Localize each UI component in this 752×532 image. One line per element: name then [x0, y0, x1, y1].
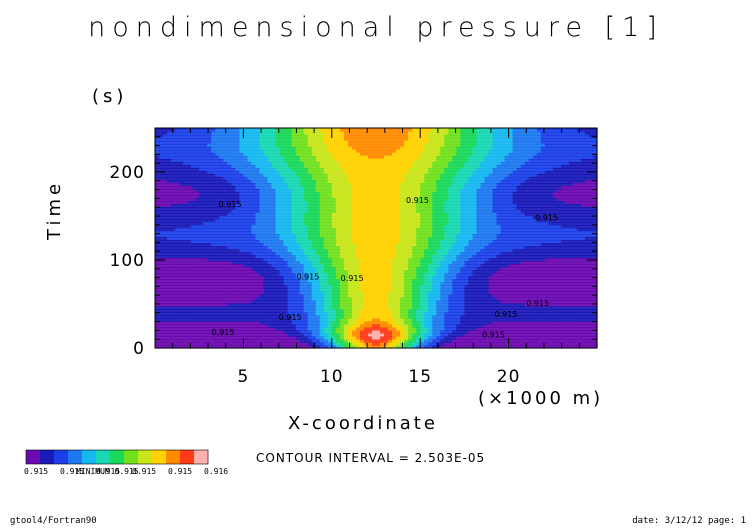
contour-label-8: 0.915: [212, 328, 235, 337]
contour-interval: CONTOUR INTERVAL = 2.503E-05: [256, 451, 486, 465]
contour-label-1: 0.915: [535, 213, 558, 222]
x-axis-unit: (×1000 m): [478, 388, 604, 409]
chart-title: nondimensional pressure [1]: [88, 12, 664, 43]
colorbar-label-0: 0.915: [24, 467, 49, 476]
colorbar-swatch-1: [40, 450, 55, 464]
contour-label-3: 0.915: [341, 274, 364, 283]
colorbar-minimum-label: MINIMUM 0.915: [76, 467, 139, 476]
contour-label-2: 0.915: [296, 272, 319, 281]
x-tick-label-3: 20: [497, 367, 521, 387]
colorbar-swatch-3: [68, 450, 83, 464]
colorbar-swatch-4: [82, 450, 97, 464]
colorbar-swatch-5: [96, 450, 111, 464]
colorbar-swatch-10: [166, 450, 181, 464]
colorbar-swatch-12: [194, 450, 209, 464]
y-tick-label-1: 100: [110, 251, 145, 271]
colorbar-swatch-0: [26, 450, 41, 464]
colorbar-label-1: 0.915: [60, 467, 85, 476]
contour-field: [155, 128, 598, 349]
colorbar-swatch-6: [110, 450, 125, 464]
x-tick-label-0: 5: [237, 367, 249, 387]
colorbar-swatch-9: [152, 450, 167, 464]
contour-label-4: 0.915: [406, 196, 429, 205]
x-tick-label-1: 10: [320, 367, 344, 387]
colorbar-label-2: 0.915: [96, 467, 121, 476]
y-tick-label-2: 200: [110, 163, 145, 183]
colorbar-swatch-11: [180, 450, 195, 464]
x-axis-label: X-coordinate: [288, 413, 438, 434]
footer-date: date: 3/12/12 page: 1: [632, 516, 746, 526]
contour-label-0: 0.915: [219, 200, 242, 209]
footer-program: gtool4/Fortran90: [10, 516, 97, 526]
y-axis-unit: (s): [92, 86, 128, 107]
colorbar-swatch-7: [124, 450, 139, 464]
colorbar-frame: [25, 449, 209, 465]
contour-label-9: 0.915: [482, 330, 505, 339]
colorbar-swatch-2: [54, 450, 69, 464]
colorbar-label-3: 0.915: [132, 467, 157, 476]
y-tick-label-0: 0: [133, 339, 145, 359]
colorbar-swatch-8: [138, 450, 153, 464]
contour-label-5: 0.915: [526, 299, 549, 308]
contour-label-6: 0.915: [494, 310, 517, 319]
contour-label-7: 0.915: [279, 313, 302, 322]
colorbar-label-5: 0.916: [204, 467, 229, 476]
x-tick-label-2: 15: [408, 367, 432, 387]
plot-frame: [154, 127, 598, 349]
colorbar-label-4: 0.915: [168, 467, 193, 476]
